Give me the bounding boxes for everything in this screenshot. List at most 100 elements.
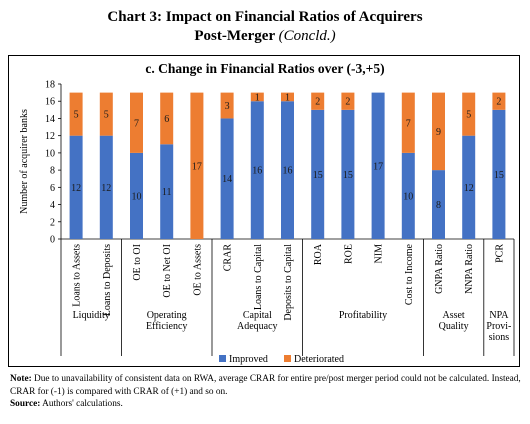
bar-improved [341,109,355,239]
chart-title-line2-paren: (Concld.) [278,28,336,44]
data-label-deteriorated: 2 [496,97,501,108]
data-label-improved: 12 [71,183,81,194]
x-category-label: Cost to Income [404,243,415,305]
bar-improved [250,101,264,239]
data-label-improved: 10 [403,191,413,202]
bar-deteriorated [341,92,355,110]
y-tick-label: 14 [45,114,55,125]
group-label: Efficiency [146,321,187,332]
y-tick-label: 8 [50,166,55,177]
group-label: Adequacy [237,321,278,332]
x-category-label: OE to Assets [192,244,203,296]
data-label-improved: 16 [252,166,262,177]
data-label-deteriorated: 2 [345,97,350,108]
data-label-deteriorated: 17 [192,161,202,172]
data-label-improved: 16 [283,166,293,177]
x-category-label: ROA [313,243,324,265]
chart-title: Chart 3: Impact on Financial Ratios of A… [0,8,530,46]
data-label-deteriorated: 3 [225,101,230,112]
data-label-deteriorated: 2 [315,97,320,108]
chart-subtitle: c. Change in Financial Ratios over (-3,+… [145,61,384,76]
note-text: Due to unavailability of consistent data… [10,374,521,397]
group-label: Asset [442,310,464,321]
bar-improved [281,101,294,239]
data-label-deteriorated: 7 [134,118,139,129]
legend-label-deteriorated: Deteriorated [294,354,344,365]
data-label-improved: 8 [436,200,441,211]
chart-frame: c. Change in Financial Ratios over (-3,+… [8,55,520,367]
data-label-improved: 14 [222,174,232,185]
group-label: Profitability [339,310,387,321]
y-axis-label: Number of acquirer banks [19,109,30,214]
x-category-label: PCR [494,244,505,263]
data-label-improved: 12 [101,183,111,194]
x-category-label: NIM [374,244,385,264]
chart-title-line1: Chart 3: Impact on Financial Ratios of A… [107,9,423,25]
bar-improved [371,92,385,239]
bar-improved [401,152,415,239]
bar-deteriorated [311,92,325,110]
x-category-label: ROE [343,244,354,264]
legend-label-improved: Improved [229,354,268,365]
bar-improved [130,152,143,239]
x-category-label: GNPA Ratio [434,244,445,294]
data-label-deteriorated: 6 [164,114,169,125]
source-paragraph: Source: Authors' calculations. [10,398,522,411]
bar-improved [432,170,445,239]
x-category-label: OE to OI [132,244,143,281]
data-label-deteriorated: 1 [255,92,260,103]
bar-deteriorated [130,92,143,153]
bar-deteriorated [190,92,204,239]
data-label-improved: 11 [162,187,172,198]
bar-improved [69,135,83,239]
bar-deteriorated [160,92,174,145]
x-category-label: Deposits to Capital [283,244,294,321]
legend-swatch-deteriorated [284,355,291,362]
data-label-deteriorated: 5 [466,110,471,121]
x-category-label: OE to Net OI [162,244,173,298]
data-label-deteriorated: 9 [436,127,441,138]
bar-improved [462,135,476,239]
bar-improved [492,109,506,239]
chart-title-line2: Post-Merger (Concld.) [0,27,530,46]
y-tick-label: 12 [45,131,55,142]
x-category-label: Loans to Deposits [102,244,113,316]
bar-deteriorated [69,92,83,136]
source-label: Source: [10,399,41,409]
bar-deteriorated [220,92,234,119]
group-label: Quality [439,321,469,332]
y-tick-label: 10 [45,148,55,159]
x-category-label: Loans to Capital [253,244,264,310]
bar-improved [311,109,325,239]
source-text: Authors' calculations. [42,399,123,409]
data-label-improved: 15 [494,170,504,181]
data-label-deteriorated: 1 [285,92,290,103]
y-tick-label: 16 [45,97,55,108]
x-category-label: NNPA Ratio [464,244,475,294]
bar-deteriorated [99,92,113,136]
data-label-improved: 15 [343,170,353,181]
y-tick-label: 18 [45,80,55,91]
bar-deteriorated [250,92,264,102]
data-label-deteriorated: 5 [74,110,79,121]
data-label-improved: 12 [464,183,474,194]
data-label-deteriorated: 5 [104,110,109,121]
x-category-label: CRAR [223,244,234,272]
bar-deteriorated [462,92,476,136]
bar-chart: c. Change in Financial Ratios over (-3,+… [19,61,515,365]
note-paragraph: Note: Due to unavailability of consisten… [10,373,522,398]
note-label: Note: [10,374,32,384]
group-label: Capital [243,310,272,321]
group-label: sions [489,332,510,343]
bar-improved [220,118,234,239]
y-tick-label: 2 [50,217,55,228]
bar-deteriorated [432,92,445,171]
group-label: NPA [489,310,509,321]
group-label: Provi- [486,321,511,332]
data-label-deteriorated: 7 [406,118,411,129]
x-category-label: Loans to Assets [72,244,83,307]
bar-deteriorated [281,92,294,102]
legend-swatch-improved [219,355,226,362]
data-label-improved: 10 [132,191,142,202]
group-label: Operating [147,310,187,321]
